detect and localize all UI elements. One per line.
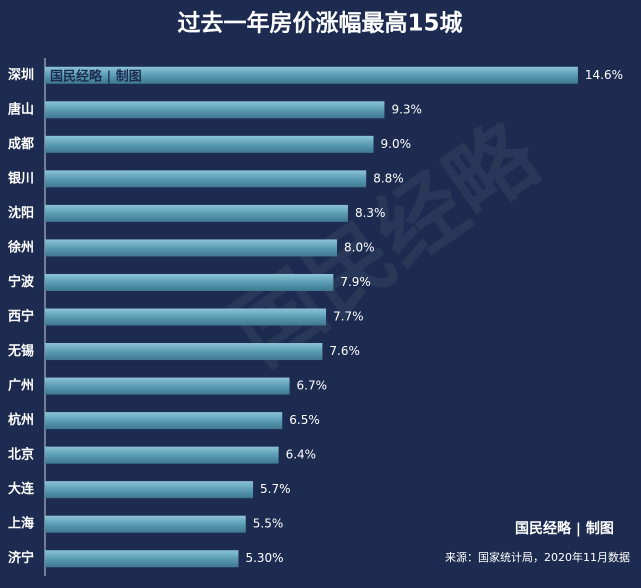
bar	[45, 273, 334, 291]
y-tick-label: 沈阳	[8, 205, 34, 221]
y-tick-label: 深圳	[8, 67, 34, 83]
value-label: 8.0%	[344, 240, 375, 254]
value-label: 9.3%	[391, 102, 422, 116]
bar	[45, 204, 348, 222]
bar	[45, 308, 327, 326]
y-tick-label: 无锡	[7, 343, 34, 359]
bar	[45, 66, 578, 84]
value-label: 7.7%	[333, 310, 364, 324]
bar	[45, 343, 323, 361]
value-label: 7.6%	[329, 344, 360, 358]
y-tick-label: 杭州	[8, 412, 34, 428]
y-tick-label: 大连	[8, 481, 35, 497]
value-label: 8.8%	[373, 171, 404, 185]
value-label: 7.9%	[340, 275, 371, 289]
y-tick-label: 成都	[8, 136, 34, 152]
y-tick-label: 唐山	[8, 101, 34, 117]
bar	[45, 135, 374, 153]
value-label: 6.5%	[289, 413, 320, 427]
bar	[45, 481, 254, 499]
bar	[45, 446, 279, 464]
value-label: 9.0%	[381, 137, 412, 151]
value-label: 5.30%	[245, 551, 283, 565]
value-label: 6.7%	[297, 379, 328, 393]
y-tick-label: 银川	[8, 170, 34, 186]
y-tick-label: 西宁	[8, 309, 34, 325]
bar	[45, 550, 239, 568]
bar	[45, 170, 367, 188]
y-tick-label: 宁波	[8, 274, 35, 290]
y-tick-label: 徐州	[7, 239, 34, 255]
source: 来源：国家统计局，2020年11月数据	[445, 550, 630, 564]
value-label: 5.7%	[260, 482, 291, 496]
y-tick-label: 上海	[8, 516, 34, 532]
value-label: 8.3%	[355, 206, 386, 220]
y-tick-label: 广州	[8, 378, 34, 394]
chart-title: 过去一年房价涨幅最高15城	[177, 10, 462, 37]
bar	[45, 101, 385, 119]
bar	[45, 377, 290, 395]
credit: 国民经略 | 制图	[50, 69, 142, 85]
credit: 国民经略 | 制图	[515, 520, 614, 537]
value-label: 14.6%	[585, 68, 623, 82]
y-tick-label: 济宁	[8, 550, 34, 566]
value-label: 5.5%	[253, 517, 284, 531]
value-label: 6.4%	[286, 448, 317, 462]
bar	[45, 412, 283, 430]
y-tick-label: 北京	[8, 447, 34, 463]
bar	[45, 515, 246, 533]
bar	[45, 239, 337, 257]
